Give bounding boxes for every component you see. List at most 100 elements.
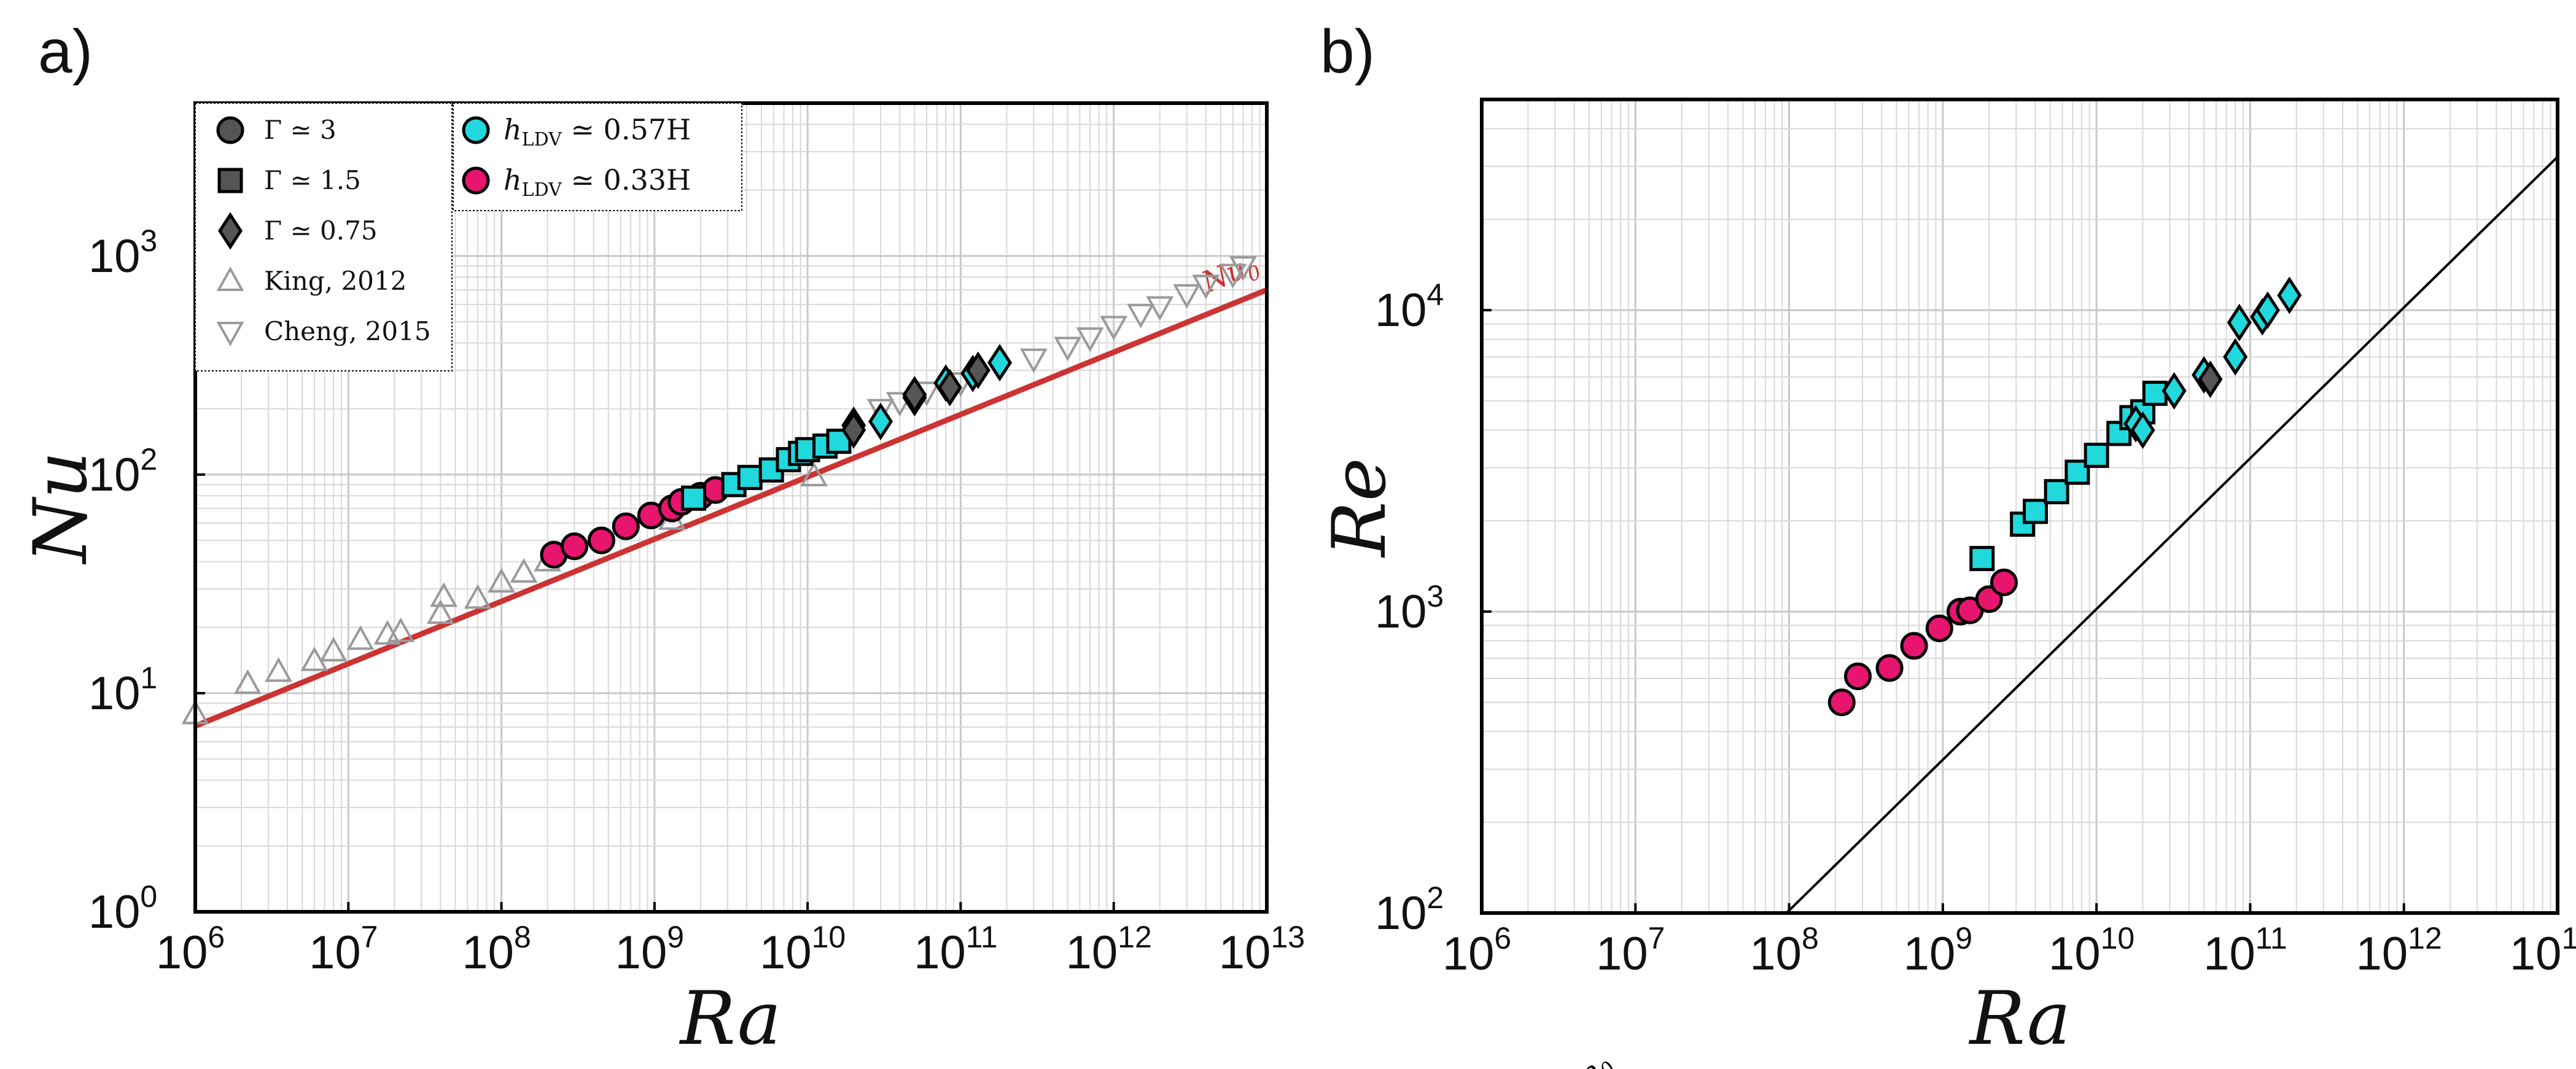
x-tick-base: 10 <box>2510 928 2562 980</box>
panel-a-series <box>181 256 1257 725</box>
data-point <box>510 558 538 583</box>
data-point <box>426 599 454 624</box>
y-tick-base: 10 <box>1375 887 1427 939</box>
data-point <box>1146 296 1174 321</box>
x-tick-exp: 6 <box>1494 921 1511 955</box>
data-point <box>987 344 1013 382</box>
y-tick-label: 101 <box>88 661 157 720</box>
data-point <box>2142 381 2168 406</box>
data-point <box>1019 348 1048 373</box>
panel-b-label: b) <box>1320 17 1375 86</box>
x-tick-exp: 10 <box>2101 921 2135 955</box>
panel-a-chart: Nu0 106 107 108 109 1010 1011 1012 101310010110… <box>18 101 1305 1062</box>
y-tick-label: 104 <box>1375 278 1444 336</box>
legend-entry-label: Γ ≃ 1.5 <box>264 165 361 195</box>
y-tick-exp: 2 <box>1426 880 1444 915</box>
data-point <box>1054 336 1082 362</box>
x-tick-exp: 13 <box>2561 921 2576 955</box>
legend-entry-label: Γ ≃ 0.75 <box>264 216 378 246</box>
x-tick-label: 109 <box>615 920 684 979</box>
fit-label: Re0 <box>1556 1046 1621 1069</box>
data-point <box>1229 256 1257 281</box>
x-tick-label: 1010 <box>760 920 846 979</box>
data-point <box>346 625 375 650</box>
x-tick-base: 10 <box>1596 928 1648 980</box>
data-point <box>937 368 962 406</box>
data-point <box>265 657 293 682</box>
x-tick-exp: 12 <box>1118 920 1152 954</box>
x-tick-exp: 13 <box>1270 920 1305 954</box>
panel-b-ticks: 1061071081091010101110121013102103104 <box>1375 278 2576 980</box>
data-point <box>2162 371 2187 410</box>
data-point <box>319 637 348 662</box>
legend-math-symbol: h <box>504 163 522 196</box>
x-tick-base: 10 <box>462 927 514 979</box>
x-tick-exp: 8 <box>1802 921 1819 955</box>
y-tick-base: 10 <box>1375 586 1427 638</box>
y-tick-exp: 3 <box>140 224 157 258</box>
data-point <box>233 669 262 694</box>
fit-line <box>1785 156 2559 914</box>
legend-marker <box>216 116 244 144</box>
x-tick-base: 10 <box>2049 928 2101 980</box>
legend-right-box <box>453 103 742 211</box>
data-point <box>1900 632 1928 660</box>
legend-math-rest: ≃ 0.57H <box>562 113 691 146</box>
fit-line <box>194 287 1268 729</box>
series-group <box>1827 568 2018 717</box>
data-point <box>800 461 828 487</box>
data-point <box>2223 338 2248 376</box>
data-point <box>387 617 415 642</box>
x-tick-base: 10 <box>615 927 667 979</box>
legend-marker <box>462 116 490 144</box>
y-tick-label: 103 <box>88 224 157 282</box>
x-tick-label: 109 <box>1904 921 1972 980</box>
fit-label-sub: 0 <box>1595 1057 1621 1069</box>
data-point <box>965 351 990 389</box>
panel-b-chart: Re0 106107108109101010111012101310210310… <box>1317 98 2576 1069</box>
series-group <box>680 429 852 511</box>
data-point <box>1990 568 2018 596</box>
x-tick-base: 10 <box>2356 928 2408 980</box>
data-point <box>1219 263 1247 289</box>
x-tick-base: 10 <box>309 927 361 979</box>
x-tick-label: 1010 <box>2049 921 2134 980</box>
data-point <box>680 485 706 511</box>
x-tick-label: 1012 <box>1066 920 1152 979</box>
x-tick-exp: 11 <box>966 920 998 954</box>
legend-marker <box>216 266 244 291</box>
data-point <box>1173 284 1201 309</box>
x-tick-base: 10 <box>1904 928 1956 980</box>
panel-a-legend-left: Γ ≃ 3 Γ ≃ 1.5 Γ ≃ 0.75 King, 2012 Cheng, 201… <box>195 103 453 371</box>
data-point <box>1192 274 1220 300</box>
legend-marker <box>462 166 490 195</box>
x-tick-exp: 10 <box>812 920 846 954</box>
data-point <box>612 512 640 540</box>
data-point <box>464 584 492 609</box>
x-tick-exp: 7 <box>1648 921 1665 955</box>
x-tick-label: 1011 <box>914 920 997 979</box>
x-tick-label: 1013 <box>1219 920 1305 979</box>
x-tick-base: 10 <box>1219 927 1271 979</box>
data-point <box>1076 327 1104 352</box>
legend-entry-label: hLDV ≃ 0.57H <box>504 113 691 150</box>
x-tick-base: 10 <box>2203 928 2255 980</box>
x-tick-label: 106 <box>1442 921 1511 980</box>
data-point <box>841 411 866 449</box>
x-tick-label: 1011 <box>2203 921 2287 980</box>
series-group <box>2198 360 2223 398</box>
panel-b-ylabel: Re <box>1317 457 1403 558</box>
x-tick-base: 10 <box>914 927 966 979</box>
y-tick-exp: 2 <box>140 442 157 476</box>
series-group <box>181 461 828 725</box>
data-point <box>488 567 515 593</box>
series-group <box>841 351 990 449</box>
data-point <box>902 376 927 414</box>
x-tick-exp: 7 <box>361 920 378 954</box>
legend-entry-label: Cheng, 2015 <box>264 316 431 346</box>
x-tick-exp: 12 <box>2408 921 2442 955</box>
x-tick-exp: 9 <box>1955 921 1972 955</box>
